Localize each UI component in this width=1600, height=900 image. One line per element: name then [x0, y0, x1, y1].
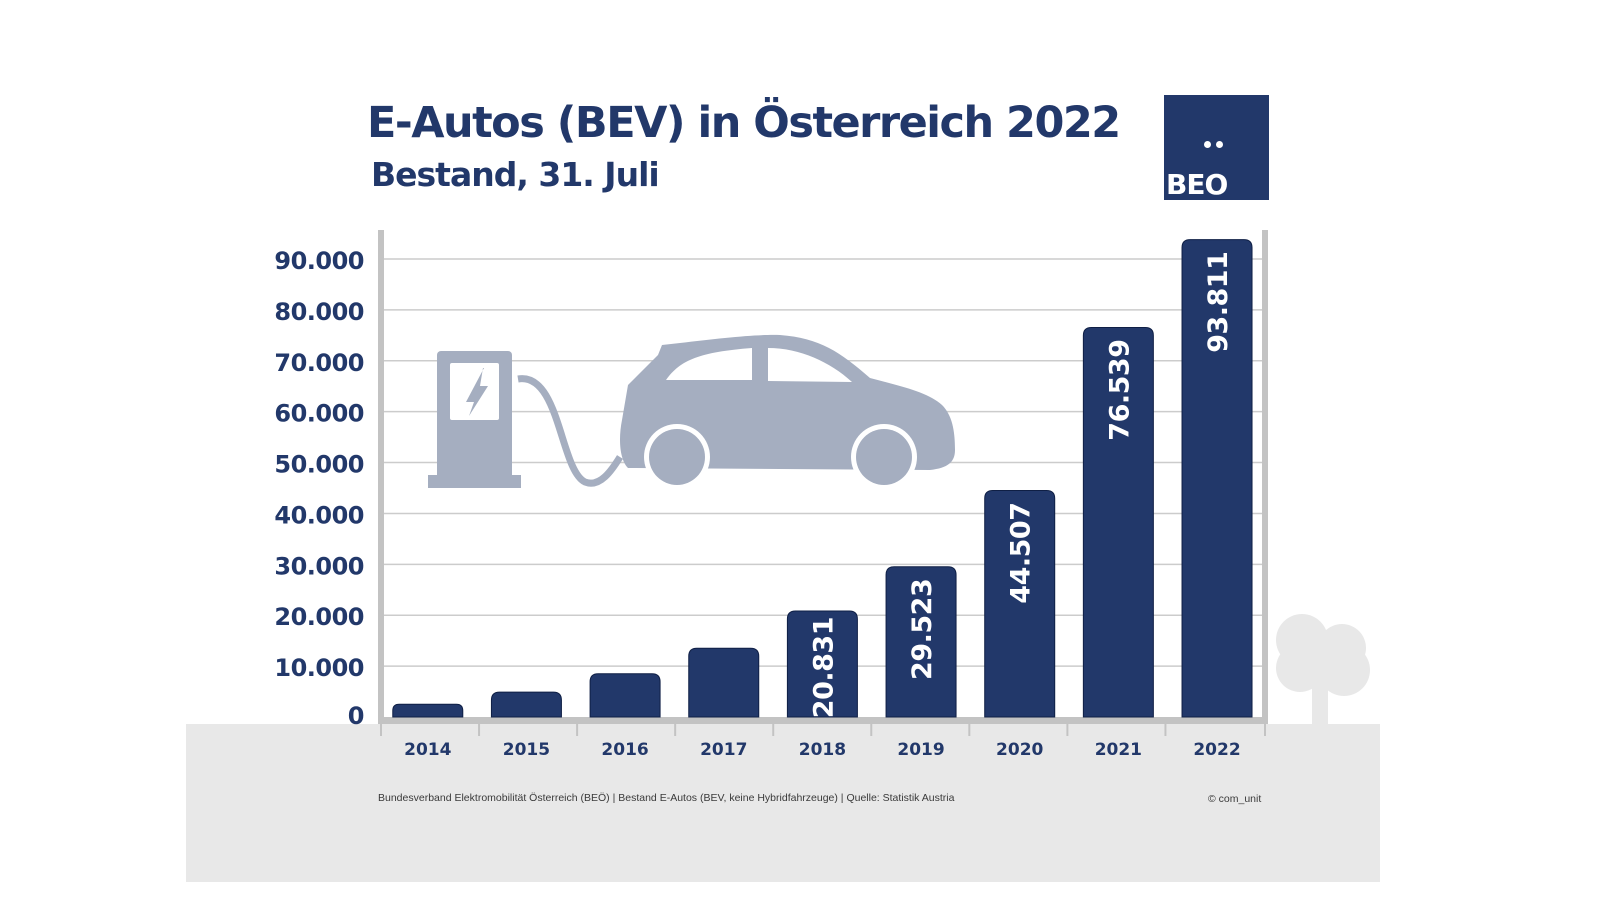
umlaut-dots-icon [1204, 141, 1226, 149]
y-axis-line [378, 230, 384, 724]
charging-cable [517, 375, 623, 487]
bar-2019 [885, 566, 957, 718]
y-tick-label: 80.000 [274, 298, 364, 326]
y-tick-label: 90.000 [274, 247, 364, 275]
beo-logo: BEO [1164, 95, 1269, 200]
y-tick-label: 50.000 [274, 451, 364, 479]
bar-2018 [786, 610, 858, 718]
bar-2014 [392, 703, 464, 718]
source-note: Bundesverband Elektromobilität Österreic… [378, 792, 955, 804]
bar-2020 [984, 490, 1056, 718]
ground-area [186, 724, 1380, 882]
copyright-note: © com_unit [1208, 793, 1262, 805]
chart-title: E-Autos (BEV) in Österreich 2022 [367, 98, 1121, 148]
ev-charging-station-icon [428, 351, 623, 488]
x-tick-label: 2015 [503, 740, 550, 760]
data-label: 20.831 [808, 617, 839, 718]
chart-subtitle: Bestand, 31. Juli [371, 155, 660, 194]
y-tick-label: 0 [348, 702, 364, 730]
x-tick-label: 2021 [1095, 740, 1142, 760]
right-axis-line [1262, 230, 1268, 724]
y-tick-label: 10.000 [274, 654, 364, 682]
y-tick-label: 70.000 [274, 349, 364, 377]
tree-icon [1276, 614, 1370, 726]
lightning-icon [466, 368, 488, 416]
x-tick-label: 2020 [996, 740, 1043, 760]
bar-2022 [1181, 239, 1253, 718]
x-tick-label: 2016 [601, 740, 648, 760]
bar-2021 [1082, 327, 1154, 718]
y-tick-label: 20.000 [274, 603, 364, 631]
bar-2017 [688, 647, 760, 718]
data-label: 93.811 [1203, 252, 1234, 353]
x-tick-label: 2018 [799, 740, 846, 760]
data-label: 76.539 [1104, 340, 1135, 441]
bar-2015 [490, 691, 562, 718]
data-label: 29.523 [907, 579, 938, 680]
car-icon [620, 334, 955, 490]
x-tick-label: 2019 [897, 740, 944, 760]
y-tick-label: 40.000 [274, 501, 364, 529]
y-tick-label: 60.000 [274, 400, 364, 428]
x-tick-label: 2022 [1193, 740, 1240, 760]
x-tick-label: 2014 [404, 740, 451, 760]
x-axis-line [378, 717, 1268, 724]
y-tick-label: 30.000 [274, 552, 364, 580]
data-label: 44.507 [1006, 503, 1037, 604]
bar-2016 [589, 673, 661, 718]
logo-text: BEO [1166, 168, 1228, 201]
x-tick-label: 2017 [700, 740, 747, 760]
